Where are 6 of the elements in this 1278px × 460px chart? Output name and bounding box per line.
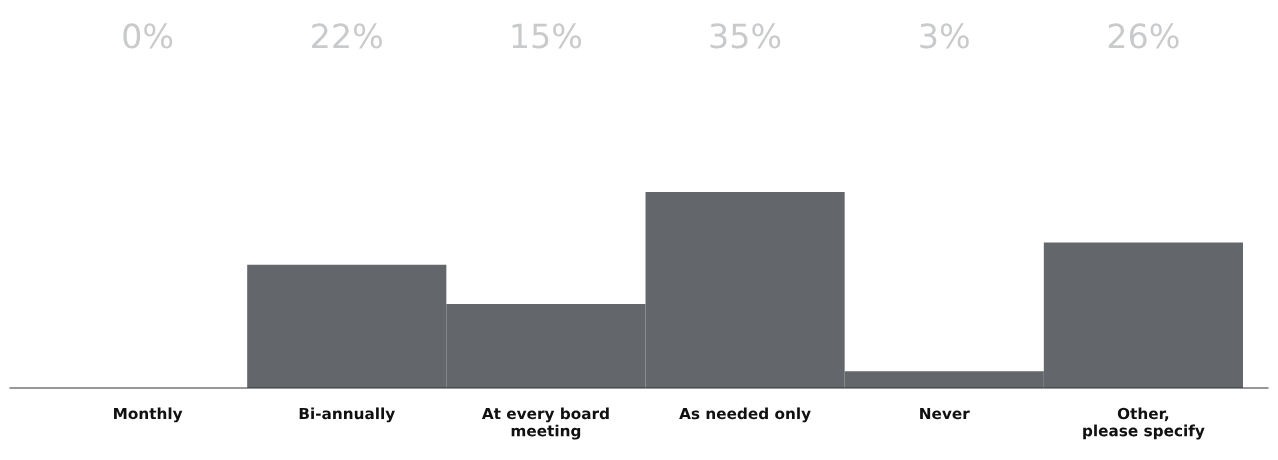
x-tick-label: As needed only [679, 407, 811, 423]
x-tick-label: Never [920, 407, 970, 420]
x-tick-label: At every board meeting [481, 407, 609, 440]
x-tick-label: Bi-annually [299, 407, 395, 423]
x-tick-label: Monthly [114, 407, 183, 423]
x-tick-label: Other, please specify [1083, 407, 1205, 440]
